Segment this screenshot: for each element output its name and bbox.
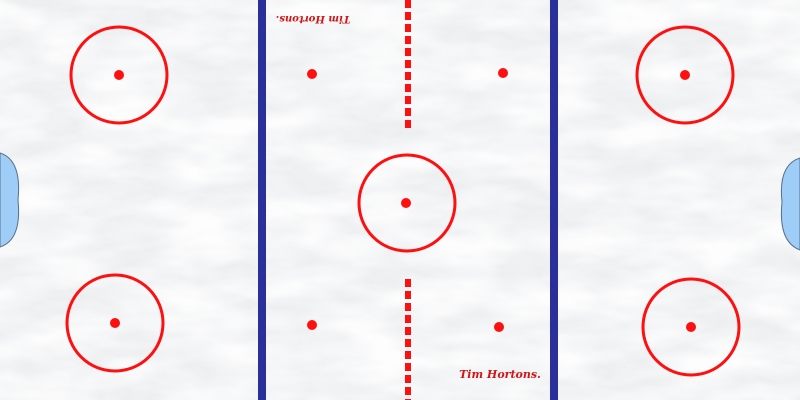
left-blue-line (258, 0, 266, 400)
left-top-faceoff-dot (114, 70, 124, 80)
neutral-faceoff-dot-bottom-right (494, 322, 504, 332)
left-bottom-faceoff-dot (110, 318, 120, 328)
neutral-faceoff-dot-bottom-left (307, 320, 317, 330)
center-faceoff-dot (401, 198, 411, 208)
right-top-faceoff-dot (680, 70, 690, 80)
neutral-faceoff-dot-top-left (307, 69, 317, 79)
top-logo: Tim Hortons. (276, 13, 350, 24)
right-bottom-faceoff-dot (686, 322, 696, 332)
neutral-faceoff-dot-top-right (498, 68, 508, 78)
right-blue-line (550, 0, 558, 400)
bottom-logo: Tim Hortons. (459, 368, 541, 381)
